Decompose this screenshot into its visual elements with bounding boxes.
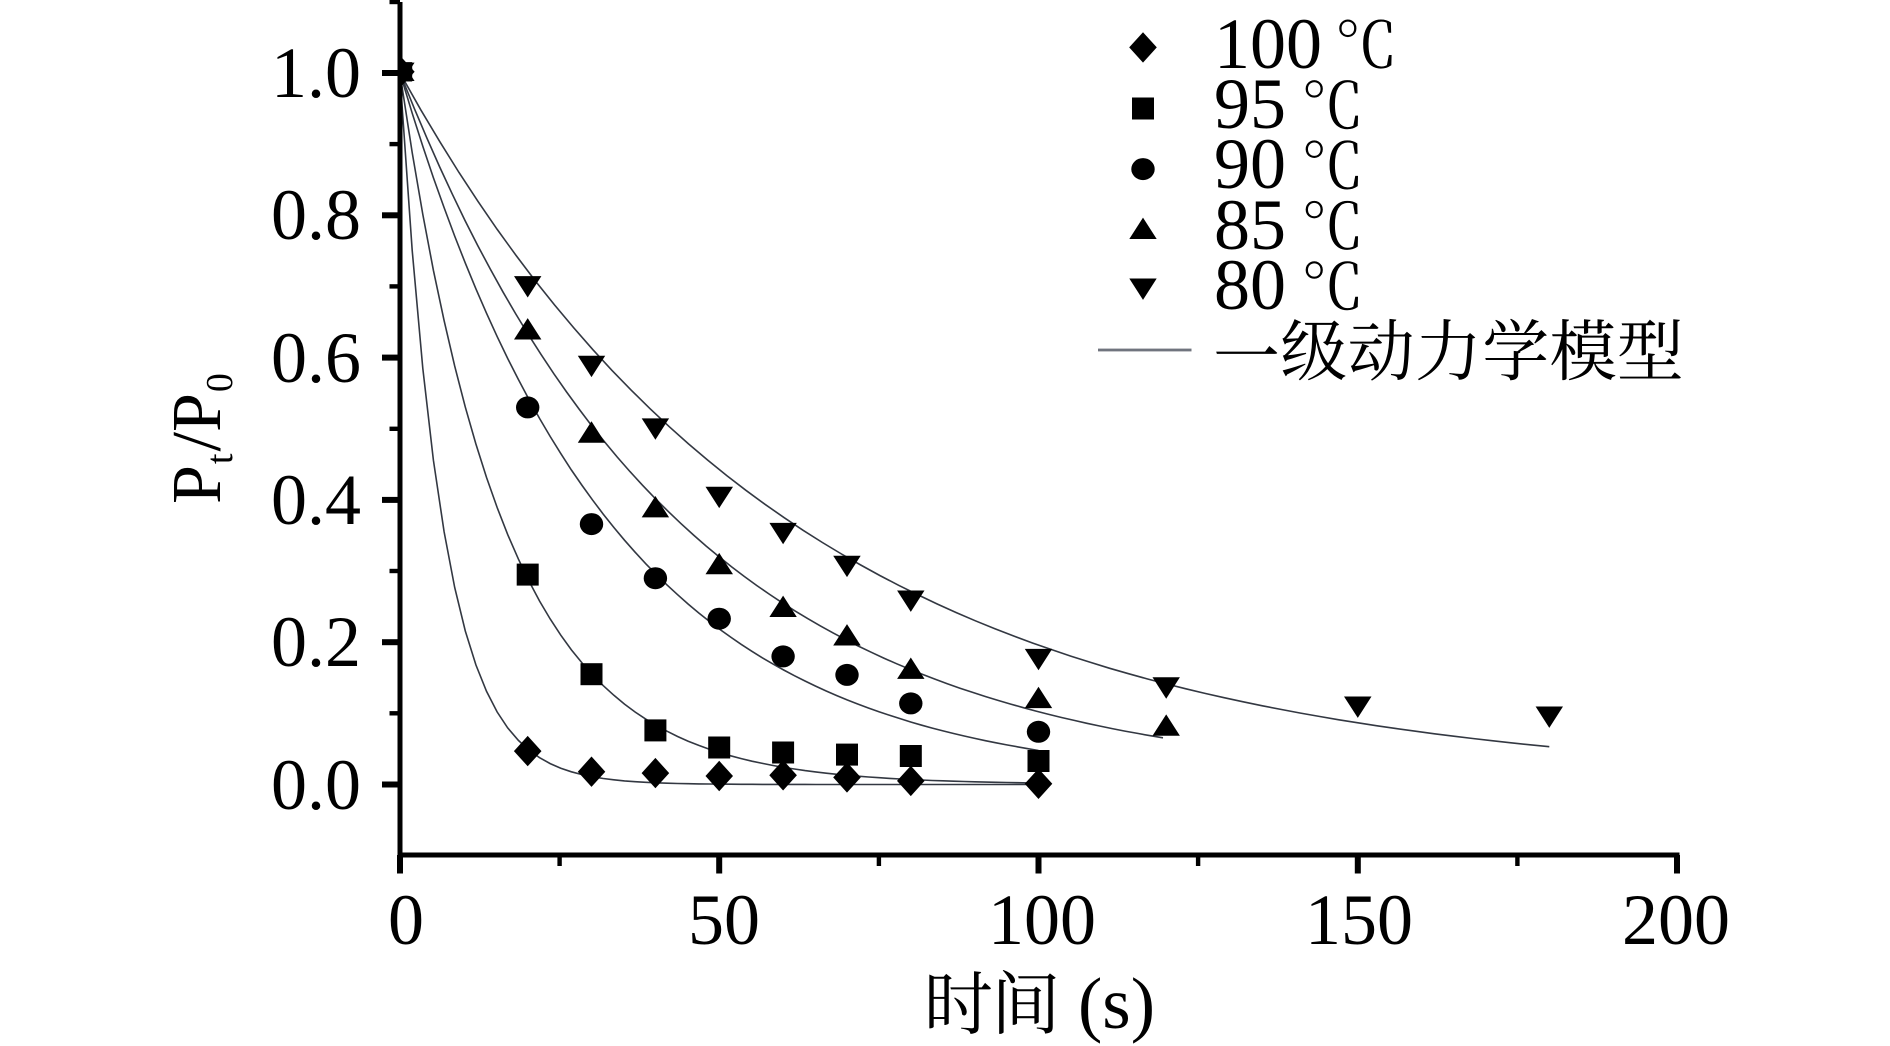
svg-text:100: 100	[1214, 4, 1322, 84]
svg-text:0.2: 0.2	[271, 602, 361, 682]
svg-text:85: 85	[1214, 185, 1286, 265]
svg-text:1.0: 1.0	[271, 33, 361, 113]
svg-text:0.0: 0.0	[271, 745, 361, 825]
svg-text:95: 95	[1214, 64, 1286, 144]
svg-text:50: 50	[688, 880, 760, 960]
svg-text:0.4: 0.4	[271, 460, 361, 540]
svg-text:(s): (s)	[1078, 963, 1155, 1044]
svg-text:200: 200	[1622, 880, 1730, 960]
svg-text:0: 0	[388, 880, 424, 960]
svg-text:0.8: 0.8	[271, 175, 361, 255]
svg-text:0.6: 0.6	[271, 318, 361, 398]
svg-text:Pt/P0: Pt/P0	[159, 373, 241, 504]
svg-text:90: 90	[1214, 124, 1286, 204]
svg-text:80: 80	[1214, 245, 1286, 325]
svg-text:150: 150	[1305, 880, 1413, 960]
svg-text:100: 100	[988, 880, 1096, 960]
